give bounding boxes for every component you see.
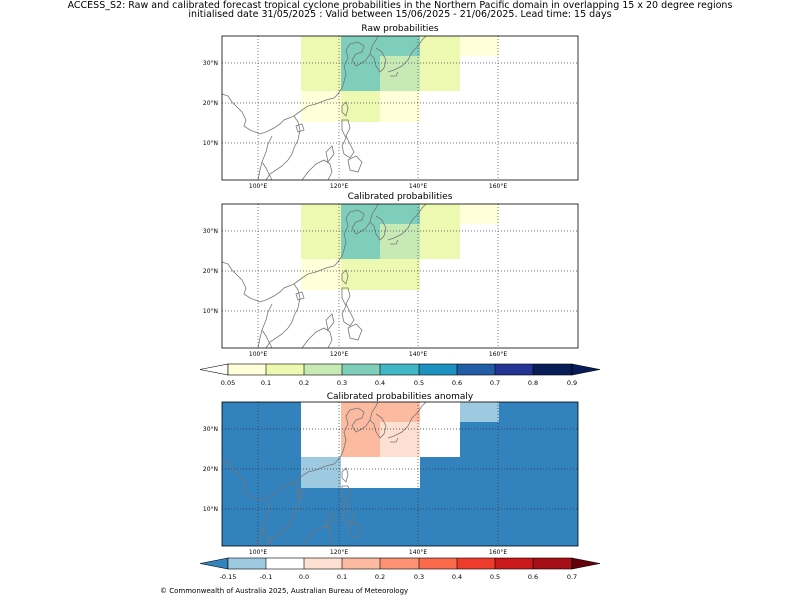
anomaly-panel-title: Calibrated probabilities anomaly [326, 392, 474, 402]
anom-cb-label-1: -0.1 [260, 573, 273, 581]
cal-lat-label-20: 20°N [203, 268, 218, 275]
anom-cb-label-2: 0.0 [299, 573, 309, 581]
cal-lat-label-30: 30°N [203, 228, 218, 235]
calibrated-panel-title: Calibrated probabilities [347, 192, 453, 202]
anomaly-colorbar-labels: -0.15 -0.1 0.0 0.1 0.2 0.3 0.4 0.5 0.6 0… [220, 573, 578, 581]
prob-cb-label-8: 0.8 [528, 379, 538, 387]
raw-lat-label-30: 30°N [203, 60, 218, 67]
anom-lon-label-120: 120°E [330, 549, 348, 556]
anom-cb-label-3: 0.1 [337, 573, 347, 581]
raw-axis-labels: 100°E 120°E 140°E 160°E 30°N 20°N 10°N [203, 60, 507, 190]
probability-colorbar-labels: 0.05 0.1 0.2 0.3 0.4 0.5 0.6 0.7 0.8 0.9 [221, 379, 577, 387]
cal-lon-label-160: 160°E [489, 351, 507, 358]
anom-cb-label-9: 0.7 [567, 573, 577, 581]
cal-lon-label-120: 120°E [330, 351, 348, 358]
raw-probability-map [221, 35, 579, 181]
figure-title-line2: initialised date 31/05/2025 : Valid betw… [188, 9, 612, 20]
prob-cb-label-2: 0.2 [299, 379, 309, 387]
anomaly-colorbar [199, 557, 601, 570]
anom-cb-label-4: 0.2 [375, 573, 385, 581]
prob-cb-label-0: 0.05 [221, 379, 235, 387]
anom-cb-label-7: 0.5 [490, 573, 500, 581]
calibrated-probability-map [221, 203, 579, 349]
raw-lon-label-120: 120°E [330, 183, 348, 190]
anom-lat-label-30: 30°N [203, 426, 218, 433]
calibrated-axis-labels: 100°E 120°E 140°E 160°E 30°N 20°N 10°N [203, 228, 507, 358]
anom-cb-label-5: 0.3 [414, 573, 424, 581]
cal-lon-label-100: 100°E [249, 351, 267, 358]
raw-lat-label-20: 20°N [203, 100, 218, 107]
raw-lon-label-100: 100°E [249, 183, 267, 190]
anom-cb-label-8: 0.6 [528, 573, 538, 581]
anom-lon-label-140: 140°E [409, 549, 427, 556]
anom-lat-label-10: 10°N [203, 506, 218, 513]
anom-lat-label-20: 20°N [203, 466, 218, 473]
prob-cb-label-9: 0.9 [567, 379, 577, 387]
anom-cb-label-6: 0.4 [452, 573, 462, 581]
figure-title-line1: ACCESS_S2: Raw and calibrated forecast t… [67, 0, 733, 11]
anomaly-axis-labels: 100°E 120°E 140°E 160°E 30°N 20°N 10°N [203, 426, 507, 556]
cal-lon-label-140: 140°E [409, 351, 427, 358]
prob-cb-label-5: 0.5 [414, 379, 424, 387]
raw-lat-label-10: 10°N [203, 140, 218, 147]
probability-colorbar [199, 363, 601, 376]
anom-lon-label-100: 100°E [249, 549, 267, 556]
cal-lat-label-10: 10°N [203, 308, 218, 315]
anomaly-map [221, 401, 579, 547]
anom-lon-label-160: 160°E [489, 549, 507, 556]
anom-cb-label-0: -0.15 [220, 573, 237, 581]
copyright-footer: © Commonwealth of Australia 2025, Austra… [160, 587, 409, 595]
prob-cb-label-6: 0.6 [452, 379, 462, 387]
raw-lon-label-140: 140°E [409, 183, 427, 190]
raw-panel-title: Raw probabilities [361, 24, 439, 34]
prob-cb-label-7: 0.7 [490, 379, 500, 387]
raw-lon-label-160: 160°E [489, 183, 507, 190]
prob-cb-label-4: 0.4 [375, 379, 385, 387]
prob-cb-label-3: 0.3 [337, 379, 347, 387]
prob-cb-label-1: 0.1 [261, 379, 271, 387]
